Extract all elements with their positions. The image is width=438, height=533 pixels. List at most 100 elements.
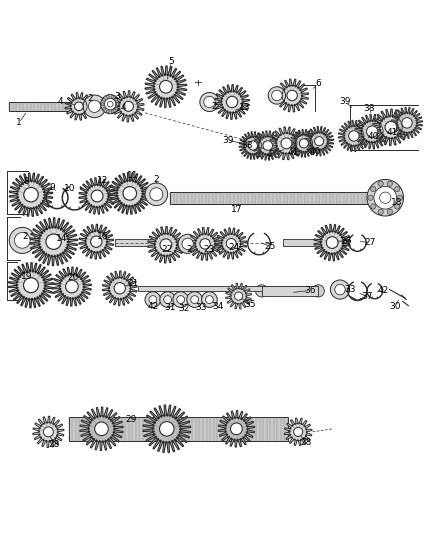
Text: 10: 10 (64, 184, 76, 192)
Circle shape (326, 237, 338, 248)
Circle shape (255, 285, 268, 297)
Circle shape (230, 423, 242, 435)
Circle shape (287, 90, 297, 101)
Text: 2: 2 (187, 246, 192, 254)
Polygon shape (338, 120, 370, 151)
Polygon shape (189, 228, 222, 260)
Circle shape (387, 181, 392, 187)
Text: 40: 40 (368, 132, 379, 141)
Circle shape (124, 101, 134, 111)
Circle shape (200, 92, 219, 111)
Circle shape (200, 239, 210, 249)
Text: 42: 42 (147, 302, 159, 311)
Text: 36: 36 (305, 286, 316, 295)
Text: 24: 24 (229, 243, 240, 252)
Polygon shape (113, 91, 144, 122)
Text: 2: 2 (153, 175, 159, 184)
Text: 14: 14 (56, 233, 67, 243)
Circle shape (226, 96, 238, 108)
Circle shape (74, 102, 83, 111)
Text: 3: 3 (114, 92, 120, 101)
Circle shape (204, 96, 215, 108)
Circle shape (182, 238, 193, 249)
Polygon shape (30, 218, 78, 265)
Circle shape (9, 228, 35, 254)
Text: 4: 4 (57, 98, 63, 107)
Circle shape (380, 192, 391, 204)
Text: 19: 19 (21, 272, 32, 280)
Circle shape (187, 292, 202, 308)
Circle shape (349, 131, 359, 141)
Polygon shape (8, 263, 53, 308)
Circle shape (114, 282, 125, 294)
Text: 39: 39 (339, 98, 351, 107)
Polygon shape (33, 416, 64, 448)
Circle shape (107, 101, 113, 107)
Polygon shape (80, 407, 123, 450)
Circle shape (374, 187, 396, 209)
Circle shape (115, 98, 118, 101)
Text: 38: 38 (241, 141, 253, 150)
Text: 35: 35 (244, 300, 256, 309)
Circle shape (234, 292, 243, 300)
Polygon shape (239, 132, 267, 159)
Polygon shape (355, 114, 389, 149)
Circle shape (24, 278, 39, 293)
Polygon shape (215, 85, 249, 119)
Circle shape (102, 98, 106, 101)
Text: 12: 12 (97, 176, 108, 185)
Circle shape (173, 292, 188, 308)
Polygon shape (218, 410, 254, 447)
Circle shape (149, 296, 157, 303)
Circle shape (178, 235, 197, 254)
Text: 22: 22 (161, 245, 173, 254)
Text: 17: 17 (231, 205, 242, 214)
Circle shape (201, 292, 217, 308)
Circle shape (159, 422, 174, 436)
Text: 23: 23 (203, 245, 215, 254)
Circle shape (43, 427, 53, 437)
Circle shape (367, 180, 403, 216)
Circle shape (205, 296, 213, 303)
Text: 21: 21 (127, 279, 138, 287)
Circle shape (272, 90, 282, 101)
Text: 25: 25 (265, 242, 276, 251)
Text: 28: 28 (300, 438, 312, 447)
Circle shape (46, 234, 61, 249)
Circle shape (115, 107, 118, 110)
Text: 8: 8 (23, 177, 29, 186)
Circle shape (385, 122, 397, 133)
Polygon shape (276, 79, 309, 112)
Text: 41: 41 (287, 148, 299, 157)
Circle shape (299, 139, 308, 148)
Polygon shape (109, 173, 151, 214)
Text: 2: 2 (88, 94, 93, 103)
Circle shape (314, 136, 324, 146)
Polygon shape (148, 227, 184, 263)
Circle shape (294, 427, 303, 437)
Circle shape (159, 80, 172, 93)
Circle shape (378, 181, 383, 187)
Text: 18: 18 (391, 198, 403, 207)
Bar (69, 417, 288, 441)
Polygon shape (314, 224, 350, 261)
Circle shape (268, 87, 286, 104)
Circle shape (105, 99, 116, 110)
Circle shape (335, 284, 345, 295)
Text: 16: 16 (97, 232, 108, 241)
Circle shape (263, 141, 272, 150)
Circle shape (14, 232, 30, 248)
Text: 20: 20 (67, 273, 79, 282)
Text: 1: 1 (16, 118, 21, 127)
Circle shape (330, 280, 350, 299)
Circle shape (95, 422, 108, 435)
Circle shape (123, 187, 137, 200)
Text: 28: 28 (49, 440, 60, 449)
Circle shape (226, 238, 236, 248)
Circle shape (145, 183, 168, 206)
Circle shape (150, 188, 163, 201)
Text: 32: 32 (179, 304, 190, 313)
Circle shape (24, 188, 38, 202)
Circle shape (160, 239, 172, 251)
Circle shape (378, 209, 383, 214)
